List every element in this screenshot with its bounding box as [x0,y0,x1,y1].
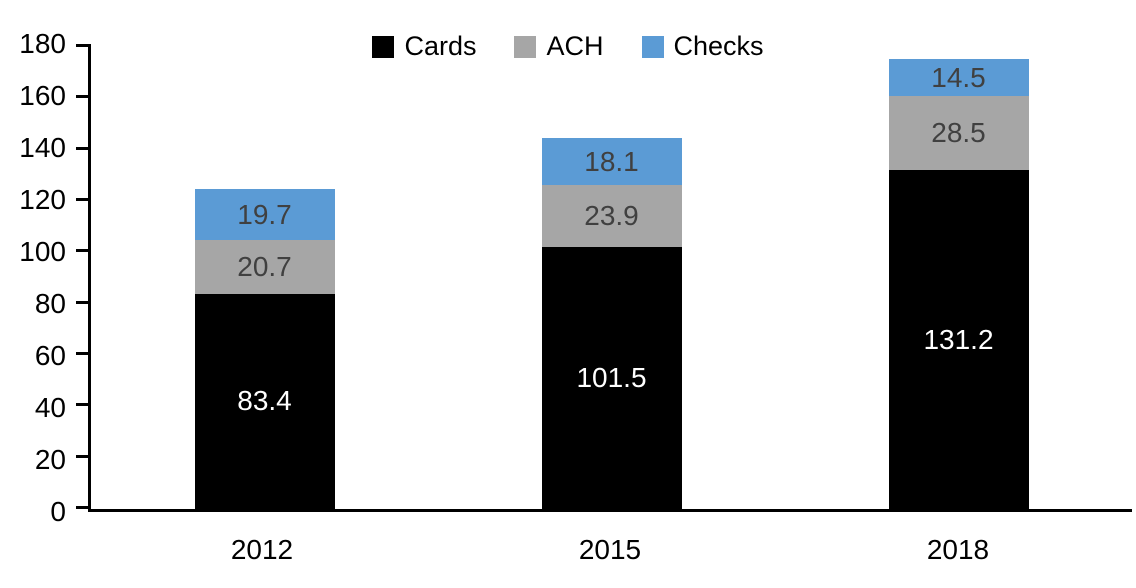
legend-item-ach: ACH [514,31,604,61]
data-label-cards-2012: 83.4 [237,385,292,417]
y-tick-mark [76,197,88,201]
y-tick-mark [76,454,88,458]
y-tick-mark [76,249,88,253]
data-label-ach-2012: 20.7 [237,250,292,282]
bar-segment-ach-2012: 20.7 [194,240,335,294]
legend-label-checks: Checks [673,31,764,61]
y-tick-mark [76,505,88,509]
y-axis-ticks [76,44,88,509]
legend-item-cards: Cards [372,33,476,60]
y-tick-mark [76,403,88,407]
data-label-ach-2018: 28.5 [931,117,986,149]
bar-slot-2015: 101.5 23.9 18.1 [438,44,785,509]
data-label-checks-2012: 19.7 [237,198,292,230]
chart-legend: Cards ACH Checks [0,33,1136,60]
legend-swatch-checks [641,35,664,58]
y-tick-mark [76,351,88,355]
data-label-checks-2015: 18.1 [584,145,639,177]
plot-area: 83.4 20.7 19.7 101.5 23. [76,44,1132,512]
bar-slot-2018: 131.2 28.5 14.5 [785,44,1132,509]
data-label-cards-2018: 131.2 [923,323,994,355]
bar-segment-checks-2015: 18.1 [541,138,682,186]
x-tick-label-2018: 2018 [926,534,990,565]
bar-2015: 101.5 23.9 18.1 [541,138,682,509]
bar-segment-checks-2012: 19.7 [194,189,335,241]
data-label-ach-2015: 23.9 [584,199,639,231]
x-tick-label-2015: 2015 [578,534,642,565]
legend-label-cards: Cards [404,31,477,61]
bar-segment-cards-2012: 83.4 [194,293,335,509]
legend-label-ach: ACH [546,31,604,61]
y-tick-mark [76,44,88,47]
data-label-checks-2018: 14.5 [931,61,986,93]
bar-segment-ach-2015: 23.9 [541,185,682,247]
y-tick-mark [76,146,88,150]
bar-2018: 131.2 28.5 14.5 [888,59,1029,509]
x-tick-label-2012: 2012 [230,534,294,565]
bar-2012: 83.4 20.7 19.7 [194,189,335,509]
legend-swatch-cards [372,35,395,58]
bar-slot-2012: 83.4 20.7 19.7 [91,44,438,509]
bars-row: 83.4 20.7 19.7 101.5 23. [91,44,1132,509]
y-axis-labels: 180 160 140 120 100 80 60 40 20 0 [19,28,66,527]
bar-segment-ach-2018: 28.5 [888,96,1029,171]
y-tick-mark [76,300,88,304]
data-label-cards-2015: 101.5 [576,361,647,393]
bar-segment-cards-2018: 131.2 [888,170,1029,509]
bar-segment-cards-2015: 101.5 [541,246,682,509]
legend-swatch-ach [514,35,537,58]
y-tick-mark [76,95,88,99]
bar-segment-checks-2018: 14.5 [888,59,1029,97]
legend-item-checks: Checks [641,31,764,61]
x-axis-labels: 2012 2015 2018 [88,534,1132,566]
